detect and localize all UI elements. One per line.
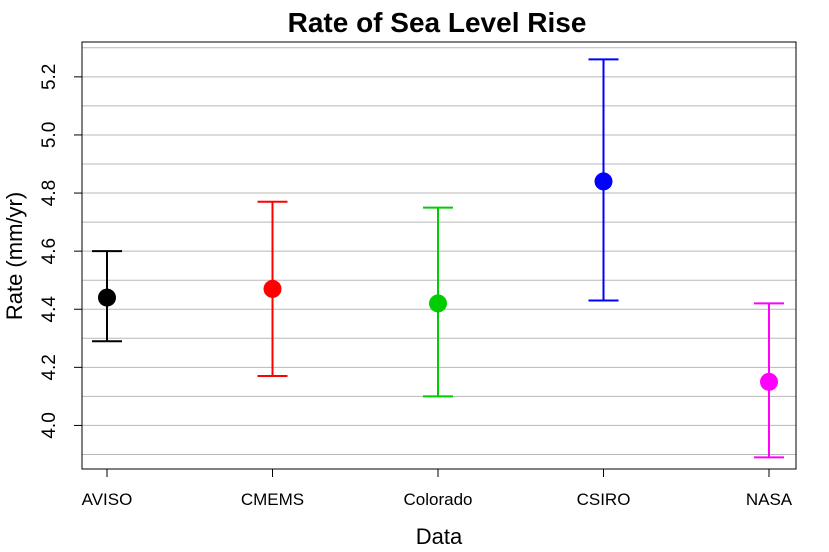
error-bar-colorado — [423, 206, 453, 398]
y-tick-label-2: 4.4 — [39, 296, 60, 323]
data-marks — [92, 58, 784, 459]
y-tick-label-0: 4.0 — [39, 412, 60, 438]
chart-title: Rate of Sea Level Rise — [288, 7, 587, 38]
y-tick-label-1: 4.2 — [39, 354, 60, 380]
y-axis: 4.0 4.2 4.4 4.6 4.8 5.0 5.2 — [39, 64, 82, 439]
x-tick-label-0: AVISO — [82, 490, 133, 509]
x-tick-label-3: CSIRO — [577, 490, 631, 509]
data-point-4 — [760, 372, 778, 391]
x-tick-label-2: Colorado — [404, 490, 473, 509]
error-bar-nasa — [754, 302, 784, 459]
x-tick-label-1: CMEMS — [241, 490, 304, 509]
y-axis-label: Rate (mm/yr) — [2, 192, 27, 320]
data-point-1 — [263, 279, 282, 298]
error-bar-cmems — [257, 200, 288, 378]
data-point-3 — [594, 172, 613, 191]
y-tick-label-3: 4.6 — [39, 238, 60, 264]
error-bar-aviso — [92, 250, 122, 343]
x-axis-label: Data — [416, 524, 463, 549]
x-tick-label-4: NASA — [746, 490, 793, 509]
data-point-2 — [429, 294, 447, 313]
x-axis: AVISO CMEMS Colorado CSIRO NASA — [82, 469, 793, 509]
error-bar-csiro — [588, 58, 619, 302]
plot-frame — [81, 41, 797, 470]
y-tick-label-6: 5.2 — [39, 64, 60, 90]
y-tick-label-5: 5.0 — [39, 122, 60, 148]
y-tick-label-4: 4.8 — [39, 180, 60, 206]
data-point-0 — [98, 288, 116, 307]
